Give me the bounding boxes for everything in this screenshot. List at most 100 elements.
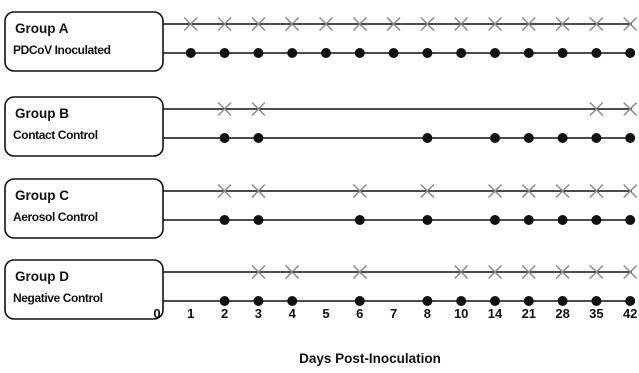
x-mark-icon — [285, 264, 300, 280]
filled-dot-icon — [490, 48, 500, 58]
filled-dot-icon — [422, 48, 433, 58]
x-mark-icon — [217, 101, 232, 117]
day-tick-label: 42 — [623, 306, 637, 321]
x-mark-icon — [183, 16, 198, 32]
filled-dot-icon — [591, 296, 602, 306]
group-row-1: Group A PDCoV Inoculated — [4, 11, 638, 72]
filled-dot-icon — [523, 48, 534, 58]
x-mark-icon — [521, 16, 536, 32]
filled-dot-icon — [591, 48, 602, 58]
x-mark-icon — [623, 101, 638, 117]
filled-dot-icon — [219, 133, 230, 143]
filled-dot-icon — [422, 215, 433, 225]
day-tick-label: 1 — [187, 306, 194, 321]
day-tick-label: 0 — [153, 306, 160, 321]
group-label-box — [4, 11, 164, 72]
filled-dot-icon — [456, 296, 467, 306]
filled-dot-icon — [253, 296, 264, 306]
filled-dot-icon — [422, 133, 433, 143]
x-mark-icon — [589, 101, 604, 117]
filled-dot-icon — [591, 215, 602, 225]
x-mark-icon — [555, 183, 570, 199]
day-tick-label: 10 — [454, 306, 468, 321]
group-row-2: Group B Contact Control — [4, 96, 638, 157]
x-mark-icon — [589, 264, 604, 280]
filled-dot-icon — [354, 296, 365, 306]
group-subtitle: Negative Control — [13, 291, 103, 305]
x-mark-icon — [251, 264, 266, 280]
x-mark-icon — [487, 264, 503, 280]
filled-dot-icon — [253, 133, 264, 143]
filled-dot-icon — [625, 133, 636, 143]
x-mark-icon — [420, 16, 435, 32]
filled-dot-icon — [523, 296, 534, 306]
group-title: Group B — [15, 106, 69, 121]
day-tick-label: 14 — [488, 306, 503, 321]
group-row-3: Group C Aerosol Control — [4, 178, 638, 239]
group-label-box — [4, 96, 164, 157]
x-mark-icon — [623, 183, 638, 199]
filled-dot-icon — [287, 48, 298, 58]
group-row-4: Group D Negative Control — [4, 259, 638, 320]
x-mark-icon — [352, 264, 367, 280]
filled-dot-icon — [523, 215, 534, 225]
x-mark-icon — [217, 16, 232, 32]
filled-dot-icon — [422, 296, 433, 306]
filled-dot-icon — [557, 215, 568, 225]
x-mark-icon — [454, 264, 469, 280]
filled-dot-icon — [523, 133, 534, 143]
day-tick-label: 4 — [289, 306, 297, 321]
filled-dot-icon — [591, 133, 602, 143]
day-tick-label: 3 — [255, 306, 262, 321]
x-mark-icon — [521, 183, 536, 199]
x-mark-icon — [487, 16, 503, 32]
x-mark-icon — [623, 264, 638, 280]
filled-dot-icon — [354, 48, 365, 58]
filled-dot-icon — [557, 133, 568, 143]
filled-dot-icon — [490, 296, 500, 306]
day-tick-label: 35 — [589, 306, 603, 321]
filled-dot-icon — [219, 48, 230, 58]
filled-dot-icon — [490, 133, 500, 143]
day-tick-label: 7 — [390, 306, 397, 321]
group-subtitle: Contact Control — [13, 128, 98, 142]
x-mark-icon — [285, 16, 300, 32]
x-mark-icon — [487, 183, 503, 199]
x-mark-icon — [251, 183, 266, 199]
filled-dot-icon — [456, 48, 467, 58]
filled-dot-icon — [557, 296, 568, 306]
day-tick-label: 28 — [555, 306, 569, 321]
group-title: Group D — [15, 269, 69, 284]
x-mark-icon — [454, 16, 469, 32]
x-mark-icon — [555, 264, 570, 280]
x-mark-icon — [318, 16, 334, 32]
filled-dot-icon — [557, 48, 568, 58]
filled-dot-icon — [219, 296, 230, 306]
x-mark-icon — [589, 183, 604, 199]
x-mark-icon — [251, 101, 266, 117]
group-label-box — [4, 259, 164, 320]
axis-title: Days Post-Inoculation — [299, 351, 441, 366]
day-tick-label: 6 — [356, 306, 363, 321]
day-tick-label: 21 — [522, 306, 536, 321]
x-mark-icon — [251, 16, 266, 32]
group-label-box — [4, 178, 164, 239]
x-mark-icon — [521, 264, 536, 280]
group-subtitle: PDCoV Inoculated — [13, 43, 111, 57]
group-subtitle: Aerosol Control — [13, 210, 98, 224]
groups-layer: Group A PDCoV Inoculated Group B Contact Co… — [4, 11, 638, 320]
filled-dot-icon — [625, 296, 636, 306]
filled-dot-icon — [287, 296, 298, 306]
x-mark-icon — [386, 16, 401, 32]
filled-dot-icon — [625, 48, 636, 58]
filled-dot-icon — [253, 215, 264, 225]
filled-dot-icon — [321, 48, 331, 58]
x-mark-icon — [352, 183, 367, 199]
day-tick-label: 8 — [424, 306, 431, 321]
filled-dot-icon — [354, 215, 365, 225]
day-tick-label: 2 — [221, 306, 228, 321]
x-mark-icon — [623, 16, 638, 32]
x-mark-icon — [555, 16, 570, 32]
